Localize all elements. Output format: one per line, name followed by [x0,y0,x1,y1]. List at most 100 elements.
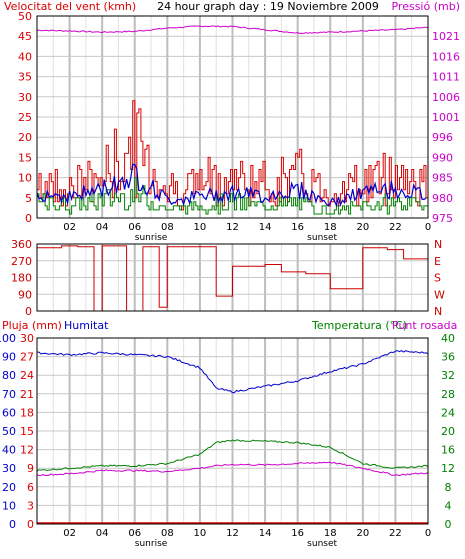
rain-y-tick-label: 21 [20,388,34,401]
direction-compass-label: N [434,238,442,251]
wind-y-tick-label: 15 [18,151,32,164]
humidity-axis-label: Humitat [64,319,109,332]
temperature-line [36,439,429,472]
temperature-y-tick-label: 16 [441,444,455,457]
direction-compass-label: N [434,305,442,318]
wind-y-tick-label: 40 [18,50,32,63]
direction-y-tick-label: 0 [25,305,32,318]
climate-panel-frame [36,337,429,525]
rain-y-tick-label: 12 [20,444,34,457]
temperature-y-tick-label: 4 [445,499,452,512]
wind-panel-x-tick-label: 02 [63,222,76,233]
direction-y-tick-label: 90 [18,288,32,301]
wind-panel-frame [36,15,429,219]
wind-panel-x-tick-label: 10 [194,222,207,233]
temperature-axis-label: Temperatura (°C) [311,319,407,332]
rain-y-tick-label: 0 [27,518,34,531]
rain-y-tick-label: 15 [20,425,34,438]
wind-y-tick-label: 10 [18,172,32,185]
rain-y-tick-label: 18 [20,406,34,419]
climate-panel-x-tick-label: 0 [425,528,431,539]
humidity-y-tick-label: 90 [2,351,16,364]
direction-compass-label: E [434,255,441,268]
chart-title: 24 hour graph day : 19 Noviembre 2009 [157,0,379,13]
wind-panel-x-tick-label: 08 [161,222,174,233]
temperature-y-tick-label: 12 [441,462,455,475]
pressure-y-tick-label: 1006 [432,91,460,104]
wind-y-tick-label: 35 [18,71,32,84]
pressure-y-tick-label: 1021 [432,30,460,43]
temperature-y-tick-label: 8 [445,481,452,494]
pressure-y-tick-label: 1001 [432,111,460,124]
wind-gust-line [37,100,428,211]
wind-panel-x-tick-label: 14 [259,222,272,233]
rain-y-tick-label: 6 [27,481,34,494]
direction-y-tick-label: 360 [11,238,32,251]
wind-average-line [37,177,428,215]
pressure-y-tick-label: 990 [432,151,453,164]
wind-speed-line [36,163,427,208]
rain-y-tick-label: 30 [20,332,34,345]
climate-panel-x-tick-label: 10 [194,528,207,539]
temperature-y-tick-label: 0 [445,518,452,531]
humidity-y-tick-label: 50 [2,425,16,438]
pressure-y-tick-label: 980 [432,192,453,205]
humidity-y-tick-label: 100 [0,332,16,345]
temperature-y-tick-label: 28 [441,388,455,401]
pressure-y-tick-label: 1011 [432,71,460,84]
climate-panel-x-tick-label: 04 [96,528,109,539]
dewpoint-line [36,461,429,477]
wind-y-tick-label: 20 [18,131,32,144]
climate-panel-x-tick-label: 02 [63,528,76,539]
climate-panel-x-tick-label: 18 [324,528,337,539]
temperature-y-tick-label: 24 [441,406,455,419]
direction-compass-label: W [434,288,445,301]
wind-y-tick-label: 45 [18,30,32,43]
humidity-y-tick-label: 40 [2,444,16,457]
wind-y-tick-label: 5 [25,192,32,205]
wind-panel-x-tick-label: 06 [128,222,141,233]
rain-y-tick-label: 24 [20,369,34,382]
pressure-y-tick-label: 985 [432,172,453,185]
climate-panel-x-tick-label: 16 [291,528,304,539]
climate-panel-sunrise-label: sunrise [135,539,168,549]
direction-y-tick-label: 270 [11,255,32,268]
pressure-line [36,25,429,34]
climate-panel-x-tick-label: 08 [161,528,174,539]
humidity-y-tick-label: 20 [2,481,16,494]
wind-panel-x-tick-label: 18 [324,222,337,233]
direction-y-tick-label: 180 [11,272,32,285]
wind-panel-x-tick-label: 0 [425,222,431,233]
wind-panel-x-tick-label: 04 [96,222,109,233]
wind-y-tick-label: 0 [25,212,32,225]
temperature-y-tick-label: 36 [441,351,455,364]
temperature-y-tick-label: 20 [441,425,455,438]
climate-panel-x-tick-label: 06 [128,528,141,539]
direction-compass-label: S [434,272,441,285]
humidity-line [37,350,429,394]
rain-y-tick-label: 27 [20,351,34,364]
pressure-y-tick-label: 996 [432,131,453,144]
dewpoint-axis-label: Punt rosada [392,319,457,332]
humidity-y-tick-label: 60 [2,406,16,419]
rain-y-tick-label: 9 [27,462,34,475]
climate-panel-x-tick-label: 14 [259,528,272,539]
direction-panel-frame [36,243,429,312]
climate-panel-x-tick-label: 12 [226,528,239,539]
pressure-y-tick-label: 975 [432,212,453,225]
climate-panel-x-tick-label: 20 [356,528,369,539]
humidity-y-tick-label: 10 [2,499,16,512]
pressure-axis-label: Pressió (mb) [391,0,460,13]
wind-panel-x-tick-label: 22 [389,222,402,233]
climate-panel-sunset-label: sunset [307,539,337,549]
climate-panel-x-tick-label: 22 [389,528,402,539]
wind-panel-sunset-label: sunset [307,233,337,243]
wind-y-tick-label: 30 [18,91,32,104]
humidity-y-tick-label: 0 [9,518,16,531]
temperature-y-tick-label: 32 [441,369,455,382]
humidity-y-tick-label: 70 [2,388,16,401]
wind-panel-x-tick-label: 20 [356,222,369,233]
wind-axis-label: Velocitat del vent (kmh) [4,0,136,13]
